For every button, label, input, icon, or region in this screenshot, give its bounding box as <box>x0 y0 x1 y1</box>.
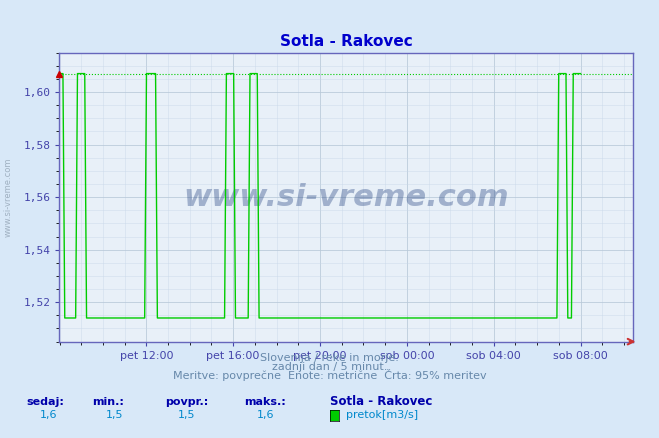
Text: 1,5: 1,5 <box>105 410 123 420</box>
Text: povpr.:: povpr.: <box>165 397 208 407</box>
Text: Slovenija / reke in morje.: Slovenija / reke in morje. <box>260 353 399 364</box>
Text: Sotla - Rakovec: Sotla - Rakovec <box>330 395 432 408</box>
Text: 1,5: 1,5 <box>178 410 196 420</box>
Text: 1,6: 1,6 <box>257 410 275 420</box>
Text: zadnji dan / 5 minut.: zadnji dan / 5 minut. <box>272 362 387 372</box>
Text: www.si-vreme.com: www.si-vreme.com <box>183 183 509 212</box>
Text: pretok[m3/s]: pretok[m3/s] <box>346 410 418 420</box>
Title: Sotla - Rakovec: Sotla - Rakovec <box>279 34 413 49</box>
Text: Meritve: povprečne  Enote: metrične  Črta: 95% meritev: Meritve: povprečne Enote: metrične Črta:… <box>173 369 486 381</box>
Text: maks.:: maks.: <box>244 397 285 407</box>
Text: min.:: min.: <box>92 397 124 407</box>
Text: www.si-vreme.com: www.si-vreme.com <box>3 157 13 237</box>
Text: sedaj:: sedaj: <box>26 397 64 407</box>
Text: 1,6: 1,6 <box>40 410 57 420</box>
